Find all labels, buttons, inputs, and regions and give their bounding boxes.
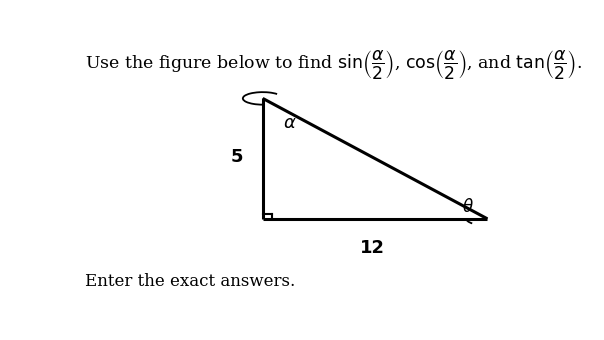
- Text: $\theta$: $\theta$: [462, 198, 474, 216]
- Text: $\alpha$: $\alpha$: [283, 114, 297, 132]
- Text: Enter the exact answers.: Enter the exact answers.: [85, 273, 295, 290]
- Text: 12: 12: [360, 239, 385, 257]
- Text: 5: 5: [231, 148, 243, 166]
- Text: Use the figure below to find $\mathrm{sin}\left(\dfrac{\alpha}{2}\right)$, $\mat: Use the figure below to find $\mathrm{si…: [85, 48, 582, 81]
